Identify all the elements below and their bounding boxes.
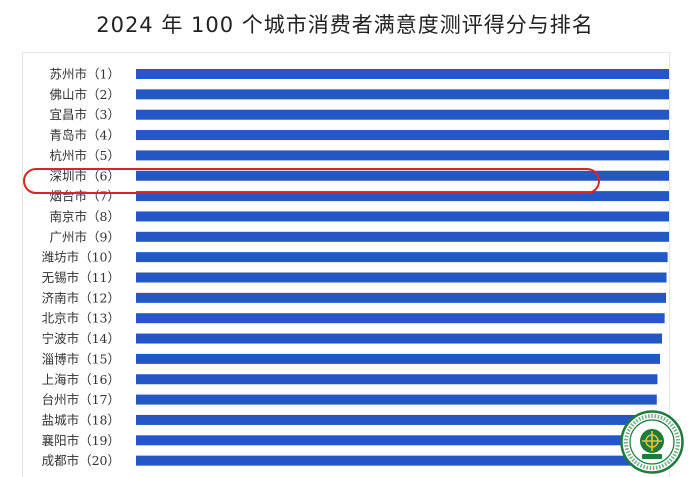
bar — [136, 252, 668, 262]
bars-layer — [136, 69, 669, 466]
bar — [136, 69, 669, 79]
bar — [136, 395, 657, 405]
bar — [136, 293, 666, 303]
category-label: 宁波市（14） — [42, 331, 120, 346]
category-label: 无锡市（11） — [42, 270, 120, 285]
category-label: 佛山市（2） — [50, 87, 120, 102]
category-label: 济南市（12） — [42, 290, 120, 305]
category-label: 杭州市（5） — [50, 148, 120, 163]
bar — [136, 313, 665, 323]
category-label: 潍坊市（10） — [42, 250, 120, 265]
chart-title: 2024 年 100 个城市消费者满意度测评得分与排名 — [0, 9, 690, 39]
bar-chart: 苏州市（1）91.65佛山市（2）91.15宜昌市（3）89.91青岛市（4）8… — [23, 53, 669, 477]
bar — [136, 150, 669, 160]
bar — [136, 232, 669, 242]
bar — [136, 211, 669, 221]
chart-panel: 苏州市（1）91.65佛山市（2）91.15宜昌市（3）89.91青岛市（4）8… — [22, 52, 670, 477]
bar — [136, 110, 669, 120]
bar — [136, 354, 660, 364]
category-label: 成都市（20） — [42, 453, 120, 468]
category-label: 南京市（8） — [50, 209, 120, 224]
category-label: 襄阳市（19） — [42, 433, 120, 448]
category-label: 宜昌市（3） — [50, 107, 120, 122]
highlight-ring-shenzhen — [23, 168, 600, 194]
bar — [136, 334, 662, 344]
consumer-association-seal-icon — [620, 410, 684, 474]
category-label: 苏州市（1） — [50, 67, 120, 82]
bar — [136, 435, 653, 445]
category-label: 北京市（13） — [42, 311, 120, 326]
bar — [136, 374, 657, 384]
bar — [136, 89, 669, 99]
category-label: 台州市（17） — [42, 392, 120, 407]
bar — [136, 456, 650, 466]
category-label: 盐城市（18） — [42, 412, 120, 427]
category-label: 青岛市（4） — [50, 128, 120, 143]
labels-layer: 苏州市（1）91.65佛山市（2）91.15宜昌市（3）89.91青岛市（4）8… — [42, 67, 669, 469]
category-label: 上海市（16） — [42, 372, 120, 387]
bar — [136, 130, 669, 140]
category-label: 广州市（9） — [50, 229, 120, 244]
bar — [136, 273, 667, 283]
category-label: 淄博市（15） — [42, 351, 120, 366]
bar — [136, 415, 656, 425]
